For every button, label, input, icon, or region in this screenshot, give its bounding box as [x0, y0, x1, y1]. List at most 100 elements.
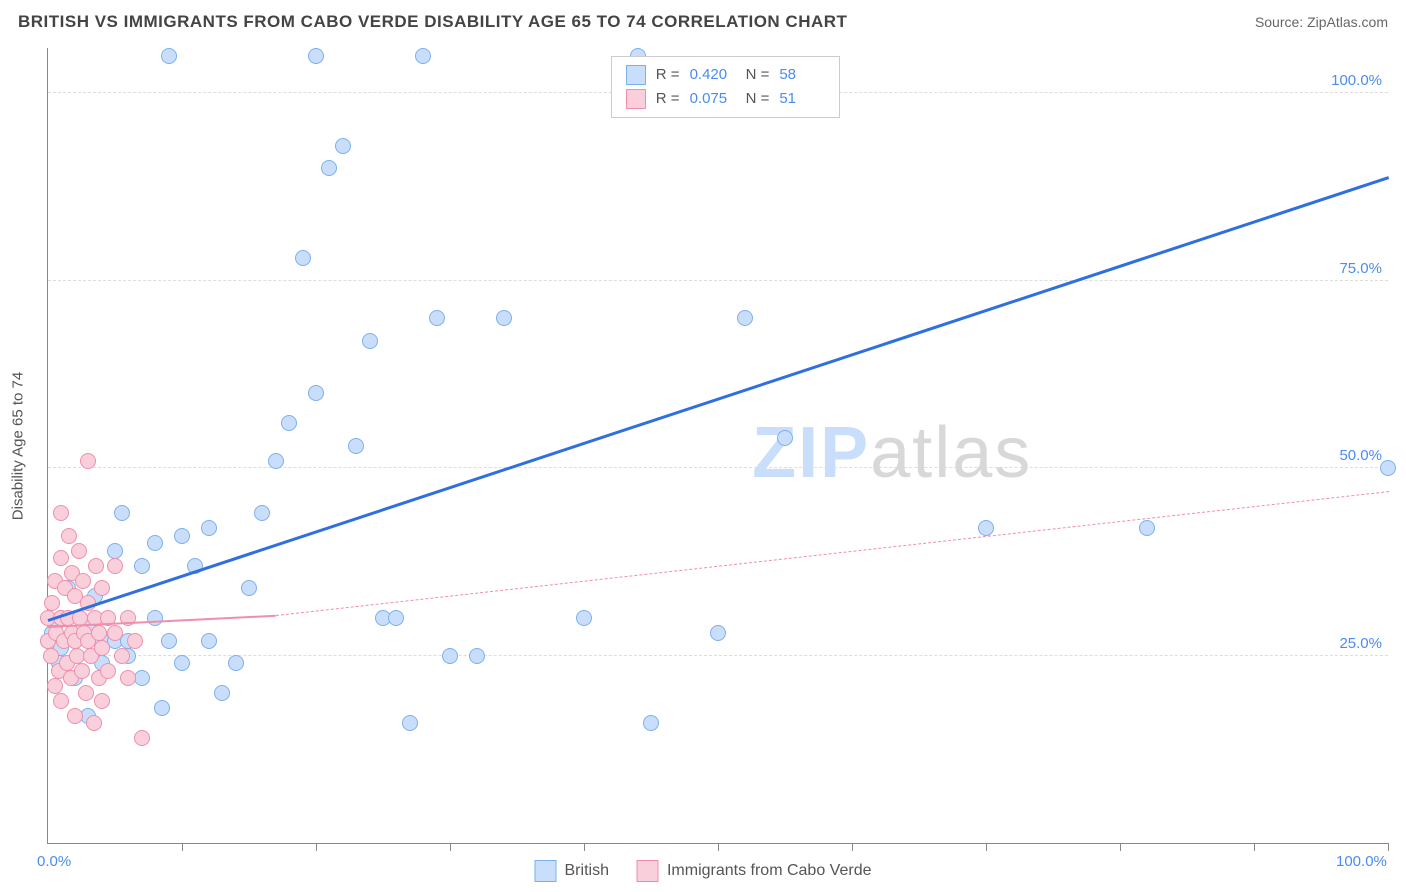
scatter-point-cabo [94, 580, 110, 596]
source-attr: Source: ZipAtlas.com [1255, 14, 1388, 30]
chart-title: BRITISH VS IMMIGRANTS FROM CABO VERDE DI… [18, 12, 847, 32]
legend-label: Immigrants from Cabo Verde [667, 862, 872, 880]
scatter-point-cabo [53, 550, 69, 566]
legend-item: Immigrants from Cabo Verde [637, 860, 872, 882]
scatter-point-british [174, 655, 190, 671]
scatter-point-british [161, 633, 177, 649]
scatter-point-british [308, 48, 324, 64]
n-label: N = [746, 90, 770, 107]
scatter-point-british [1380, 460, 1396, 476]
scatter-point-british [1139, 520, 1155, 536]
x-tick [986, 843, 987, 851]
scatter-point-british [429, 310, 445, 326]
scatter-point-cabo [86, 715, 102, 731]
y-axis-label: 75.0% [1339, 260, 1382, 277]
scatter-point-british [335, 138, 351, 154]
legend-stats-row: R =0.420N =58 [626, 63, 826, 87]
source-prefix: Source: [1255, 14, 1307, 30]
scatter-point-cabo [127, 633, 143, 649]
scatter-point-british [362, 333, 378, 349]
scatter-point-cabo [44, 595, 60, 611]
r-value: 0.420 [690, 66, 736, 83]
legend-stats: R = 0.420 N = 58 R = 0.075 N = 51 [611, 56, 841, 118]
scatter-point-british [114, 505, 130, 521]
legend-stats-row: R = 0.075 N = 51 [626, 87, 826, 111]
scatter-point-british [777, 430, 793, 446]
y-axis-title: Disability Age 65 to 74 [10, 371, 27, 519]
scatter-point-cabo [107, 558, 123, 574]
legend-swatch [626, 65, 646, 85]
scatter-point-cabo [47, 678, 63, 694]
scatter-point-british [254, 505, 270, 521]
scatter-point-british [978, 520, 994, 536]
r-label: R = [656, 66, 680, 83]
scatter-point-british [737, 310, 753, 326]
gridline-h [48, 655, 1388, 656]
scatter-point-cabo [91, 625, 107, 641]
plot-area: Disability Age 65 to 74 25.0%50.0%75.0%1… [47, 48, 1388, 844]
header: BRITISH VS IMMIGRANTS FROM CABO VERDE DI… [0, 0, 1406, 40]
scatter-point-cabo [120, 670, 136, 686]
scatter-point-british [415, 48, 431, 64]
scatter-point-cabo [71, 543, 87, 559]
scatter-point-cabo [78, 685, 94, 701]
scatter-point-british [308, 385, 324, 401]
scatter-point-british [576, 610, 592, 626]
scatter-point-british [348, 438, 364, 454]
x-axis-label-left: 0.0% [37, 853, 71, 870]
scatter-point-british [214, 685, 230, 701]
scatter-point-british [321, 160, 337, 176]
scatter-point-british [161, 48, 177, 64]
legend-item: British [535, 860, 609, 882]
legend-bottom: British Immigrants from Cabo Verde [535, 860, 872, 882]
scatter-point-cabo [114, 648, 130, 664]
scatter-point-cabo [134, 730, 150, 746]
scatter-point-british [643, 715, 659, 731]
scatter-point-british [442, 648, 458, 664]
scatter-point-british [201, 633, 217, 649]
scatter-point-british [174, 528, 190, 544]
scatter-point-cabo [94, 693, 110, 709]
y-axis-label: 25.0% [1339, 635, 1382, 652]
x-tick [450, 843, 451, 851]
scatter-point-cabo [43, 648, 59, 664]
y-axis-label: 100.0% [1331, 72, 1382, 89]
scatter-point-british [295, 250, 311, 266]
scatter-point-cabo [100, 663, 116, 679]
scatter-point-british [710, 625, 726, 641]
x-tick [852, 843, 853, 851]
scatter-point-cabo [107, 625, 123, 641]
r-label: R = [656, 90, 680, 107]
scatter-point-cabo [61, 528, 77, 544]
scatter-point-british [134, 558, 150, 574]
y-axis-label: 50.0% [1339, 447, 1382, 464]
legend-swatch [535, 860, 557, 882]
x-tick [718, 843, 719, 851]
trend-line-cabo [276, 491, 1389, 616]
scatter-point-british [402, 715, 418, 731]
x-tick [182, 843, 183, 851]
x-tick [584, 843, 585, 851]
scatter-point-british [388, 610, 404, 626]
x-tick [316, 843, 317, 851]
scatter-point-cabo [75, 573, 91, 589]
n-value: 51 [779, 90, 825, 107]
watermark: ZIPatlas [752, 412, 1032, 494]
x-axis-label-right: 100.0% [1336, 853, 1387, 870]
scatter-point-british [496, 310, 512, 326]
scatter-point-british [228, 655, 244, 671]
scatter-point-cabo [53, 505, 69, 521]
x-tick [1254, 843, 1255, 851]
scatter-point-british [147, 610, 163, 626]
r-value: 0.075 [690, 90, 736, 107]
scatter-point-cabo [53, 693, 69, 709]
x-tick [1388, 843, 1389, 851]
scatter-point-british [201, 520, 217, 536]
source-link[interactable]: ZipAtlas.com [1307, 14, 1388, 30]
scatter-point-cabo [88, 558, 104, 574]
scatter-point-british [469, 648, 485, 664]
n-value: 58 [779, 66, 825, 83]
scatter-point-cabo [80, 453, 96, 469]
chart-container: Disability Age 65 to 74 25.0%50.0%75.0%1… [47, 48, 1388, 844]
scatter-point-british [107, 543, 123, 559]
